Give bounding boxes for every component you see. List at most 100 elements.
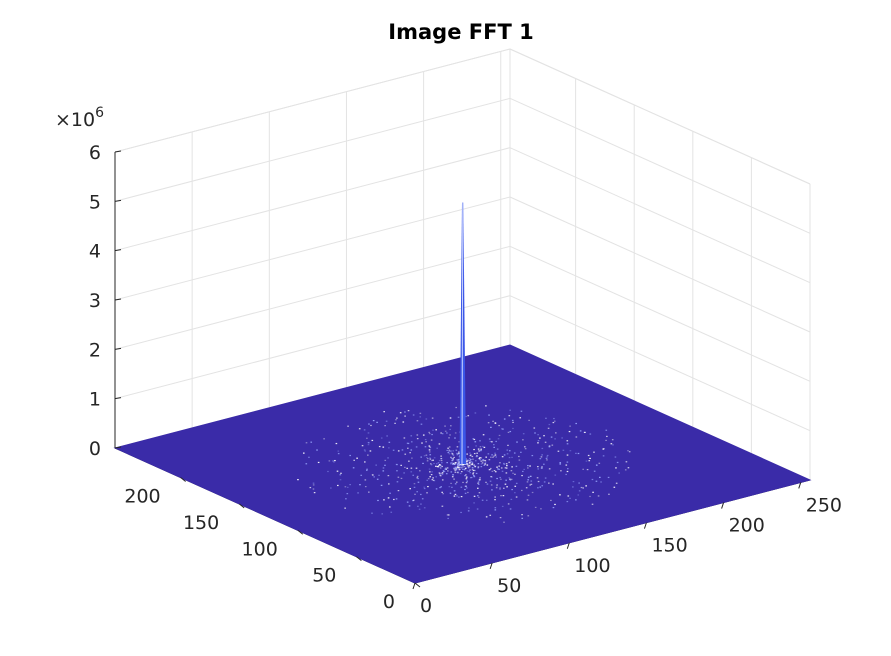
noise-point	[527, 515, 530, 517]
noise-point	[364, 479, 367, 481]
noise-point	[457, 464, 459, 466]
noise-point	[453, 462, 456, 464]
x-tick-label: 200	[729, 515, 765, 537]
noise-point	[367, 444, 370, 446]
noise-point	[310, 441, 313, 443]
noise-point	[506, 449, 509, 451]
noise-point	[346, 486, 349, 488]
noise-point	[606, 435, 608, 438]
z-tick-mark	[114, 446, 122, 449]
noise-point	[436, 465, 439, 468]
noise-point	[376, 421, 378, 423]
noise-point	[406, 501, 409, 503]
noise-point	[417, 505, 419, 507]
noise-point	[372, 474, 374, 476]
noise-point	[367, 432, 370, 434]
noise-point	[454, 437, 456, 439]
noise-point	[432, 459, 434, 461]
z-tick-label: 0	[89, 438, 101, 460]
noise-point	[579, 430, 582, 432]
noise-point	[420, 423, 423, 425]
noise-point	[455, 449, 458, 451]
noise-point	[478, 479, 481, 481]
noise-point	[472, 464, 474, 466]
noise-point	[392, 449, 395, 451]
noise-point	[460, 467, 463, 469]
noise-point	[499, 476, 501, 479]
noise-point	[411, 457, 413, 459]
noise-point	[416, 475, 419, 478]
noise-point	[429, 447, 432, 449]
noise-point	[330, 487, 332, 489]
noise-point	[473, 452, 476, 455]
noise-point	[507, 503, 510, 505]
noise-point	[543, 463, 545, 465]
noise-point	[502, 428, 504, 430]
noise-point	[505, 479, 507, 481]
z-tick-mark	[114, 249, 122, 252]
noise-point	[410, 435, 413, 437]
noise-point	[375, 464, 377, 466]
noise-point	[505, 472, 508, 474]
noise-point	[465, 459, 467, 461]
noise-point	[509, 430, 512, 433]
noise-point	[416, 438, 419, 440]
noise-point	[499, 462, 501, 464]
noise-point	[410, 441, 413, 443]
noise-point	[485, 405, 487, 407]
noise-point	[456, 459, 458, 461]
noise-point	[462, 466, 464, 468]
noise-point	[608, 493, 610, 495]
noise-point	[511, 419, 514, 422]
y-tick-mark	[414, 582, 421, 588]
noise-point	[464, 488, 466, 491]
noise-point	[483, 464, 486, 466]
noise-point	[447, 517, 449, 520]
noise-point	[468, 460, 471, 462]
noise-point	[536, 477, 539, 479]
noise-point	[498, 424, 500, 427]
noise-point	[456, 495, 458, 497]
side-wall-grid-horizontal	[509, 196, 811, 333]
noise-point	[485, 481, 487, 483]
noise-point	[453, 478, 455, 480]
noise-point	[439, 472, 441, 474]
noise-point	[418, 508, 421, 510]
y-tick-label: 200	[124, 486, 160, 508]
noise-point	[448, 486, 451, 488]
peak-spike	[459, 202, 466, 465]
noise-point	[458, 464, 460, 466]
noise-point	[412, 474, 415, 476]
noise-point	[385, 420, 388, 422]
noise-point	[568, 430, 571, 433]
noise-point	[440, 459, 443, 462]
noise-point	[589, 433, 592, 435]
noise-point	[457, 416, 460, 418]
noise-point	[566, 470, 569, 473]
noise-point	[429, 463, 432, 465]
noise-point	[473, 476, 476, 478]
noise-point	[412, 499, 415, 501]
noise-point	[471, 461, 474, 463]
noise-point	[610, 443, 613, 445]
noise-point	[428, 431, 430, 434]
noise-point	[336, 470, 339, 472]
noise-point	[508, 461, 510, 463]
noise-point	[456, 466, 459, 468]
noise-point	[451, 452, 453, 454]
noise-point	[457, 460, 460, 462]
noise-point	[454, 463, 456, 465]
noise-point	[428, 451, 431, 453]
noise-point	[431, 433, 433, 436]
noise-point	[521, 514, 523, 516]
noise-point	[572, 480, 575, 483]
noise-point	[431, 417, 434, 419]
x-tick-mark	[721, 502, 725, 509]
noise-point	[486, 483, 489, 485]
noise-point	[446, 467, 449, 469]
noise-point	[346, 493, 349, 495]
noise-point	[483, 464, 486, 466]
noise-point	[496, 484, 498, 486]
noise-point	[533, 427, 536, 429]
noise-point	[424, 446, 427, 448]
